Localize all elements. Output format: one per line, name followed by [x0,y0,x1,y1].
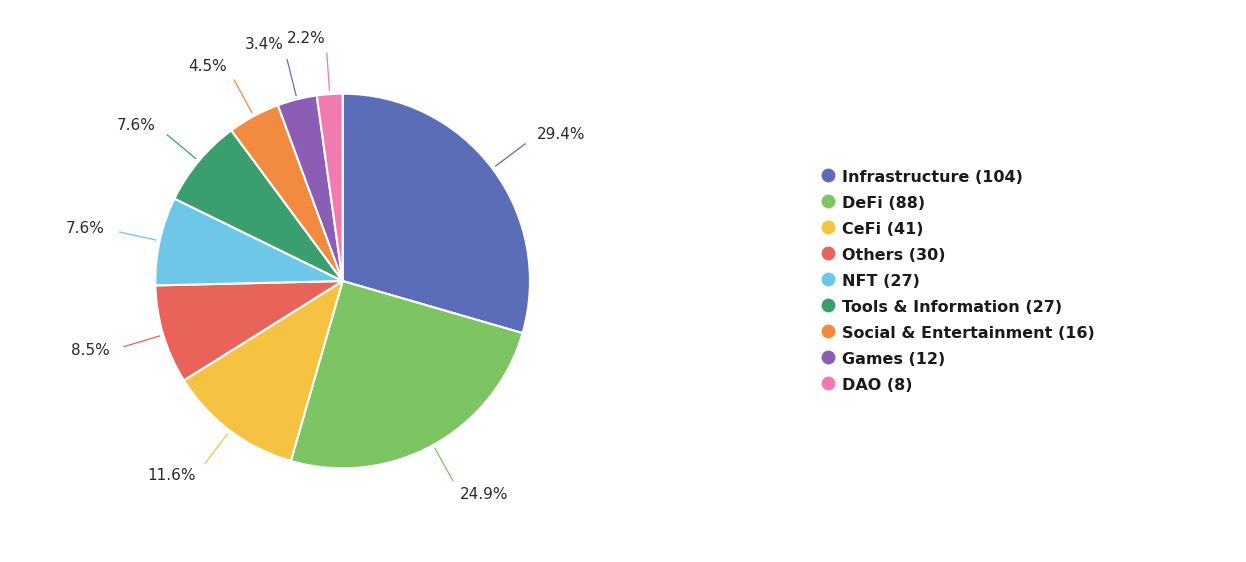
Text: 7.6%: 7.6% [117,117,156,133]
Wedge shape [184,281,343,461]
Text: 2.2%: 2.2% [287,30,325,46]
Text: 11.6%: 11.6% [147,468,196,483]
Text: 29.4%: 29.4% [537,127,586,142]
Legend: Infrastructure (104), DeFi (88), CeFi (41), Others (30), NFT (27), Tools & Infor: Infrastructure (104), DeFi (88), CeFi (4… [825,169,1094,393]
Text: 7.6%: 7.6% [66,221,105,237]
Text: 8.5%: 8.5% [71,343,110,359]
Wedge shape [232,105,343,281]
Text: 24.9%: 24.9% [460,487,508,502]
Text: 4.5%: 4.5% [188,59,227,74]
Wedge shape [290,281,522,468]
Wedge shape [343,94,530,333]
Wedge shape [174,130,343,281]
Wedge shape [156,281,343,380]
Wedge shape [278,96,343,281]
Text: 3.4%: 3.4% [244,37,283,52]
Wedge shape [316,94,343,281]
Wedge shape [156,198,343,285]
